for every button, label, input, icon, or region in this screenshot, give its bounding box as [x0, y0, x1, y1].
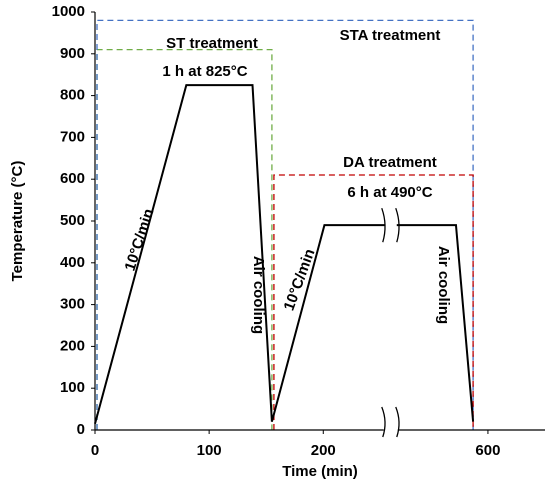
- annotation: Air cooling: [435, 246, 452, 324]
- x-tick-label: 200: [311, 442, 336, 459]
- annotation: 6 h at 490°C: [347, 184, 432, 201]
- y-tick-label: 100: [60, 379, 85, 396]
- region-label: ST treatment: [166, 35, 258, 52]
- axis-break-gap: [384, 407, 397, 437]
- region-label: DA treatment: [343, 154, 437, 171]
- axis-break-mark: [381, 406, 386, 438]
- y-tick-label: 600: [60, 170, 85, 187]
- x-axis-label: Time (min): [282, 463, 358, 480]
- y-tick-label: 700: [60, 128, 85, 145]
- annotation: 10°C/min: [121, 207, 157, 273]
- y-tick-label: 900: [60, 45, 85, 62]
- y-tick-label: 0: [77, 421, 85, 438]
- region-label: STA treatment: [340, 27, 441, 44]
- data-line: [94, 84, 475, 424]
- axis-break-gap: [384, 208, 397, 243]
- axis-break-mark: [381, 207, 386, 243]
- y-tick-label: 500: [60, 212, 85, 229]
- y-axis-label: Temperature (°C): [9, 161, 26, 282]
- y-tick-label: 300: [60, 296, 85, 313]
- annotation: 1 h at 825°C: [162, 63, 247, 80]
- region-box: [96, 48, 273, 430]
- y-tick-label: 800: [60, 87, 85, 104]
- y-tick-label: 400: [60, 254, 85, 271]
- axis-break-mark: [395, 207, 400, 243]
- region-box: [273, 174, 474, 430]
- x-tick-label: 0: [91, 442, 99, 459]
- annotation: 10°C/min: [281, 247, 319, 313]
- axis-break-mark: [395, 406, 400, 438]
- y-tick-label: 1000: [52, 3, 85, 20]
- x-tick-label: 600: [475, 442, 500, 459]
- y-tick-label: 200: [60, 337, 85, 354]
- annotation: Air cooling: [250, 256, 267, 334]
- x-tick-label: 100: [197, 442, 222, 459]
